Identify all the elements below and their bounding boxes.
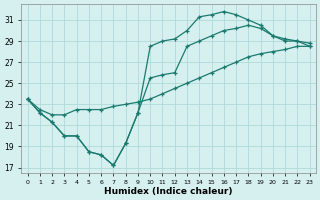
X-axis label: Humidex (Indice chaleur): Humidex (Indice chaleur) [104, 187, 233, 196]
